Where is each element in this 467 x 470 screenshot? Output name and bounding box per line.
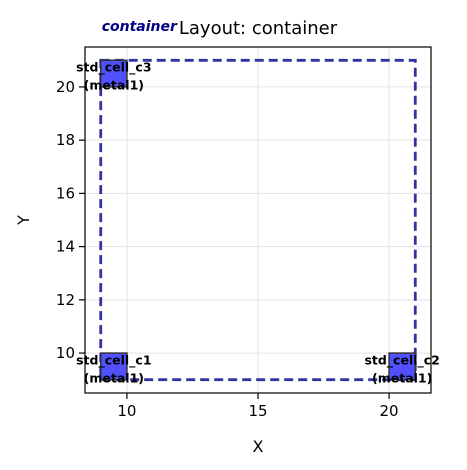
cell-name-label: std_cell_c1 [76, 352, 151, 368]
cell-layer [99, 59, 417, 381]
x-tick-label: 15 [248, 402, 267, 420]
y-tick-label: 10 [56, 344, 75, 362]
y-tick-label: 14 [56, 238, 75, 256]
x-tick-label: 20 [380, 402, 399, 420]
cell-name-label: std_cell_c3 [76, 60, 151, 76]
cell-name-label: std_cell_c2 [364, 352, 439, 368]
annotation-layer: std_cell_c1 (metal1) std_cell_c2 (metal1) st… [76, 19, 440, 385]
y-tick-label: 20 [56, 78, 75, 96]
y-axis-label: Y [14, 215, 33, 226]
container-label: container [102, 19, 178, 35]
cell-rect [388, 352, 417, 381]
grid [85, 47, 431, 393]
cell-layer-label: (metal1) [84, 370, 144, 385]
container-outline-layer [99, 58, 417, 382]
axis-ticks: 10 15 20 10 12 14 16 18 20 [56, 78, 399, 420]
cell-layer-label: (metal1) [372, 370, 432, 385]
cell-rect [99, 59, 128, 88]
y-tick-label: 18 [56, 131, 75, 149]
y-tick-label: 16 [56, 184, 75, 202]
container-outline [99, 58, 417, 382]
x-tick-label: 10 [117, 402, 136, 420]
cell-layer-label: (metal1) [84, 78, 144, 93]
y-tick-label: 12 [56, 291, 75, 309]
chart-title: Layout: container [179, 18, 338, 39]
cell-rect [99, 352, 128, 381]
x-axis-label: X [253, 437, 264, 456]
